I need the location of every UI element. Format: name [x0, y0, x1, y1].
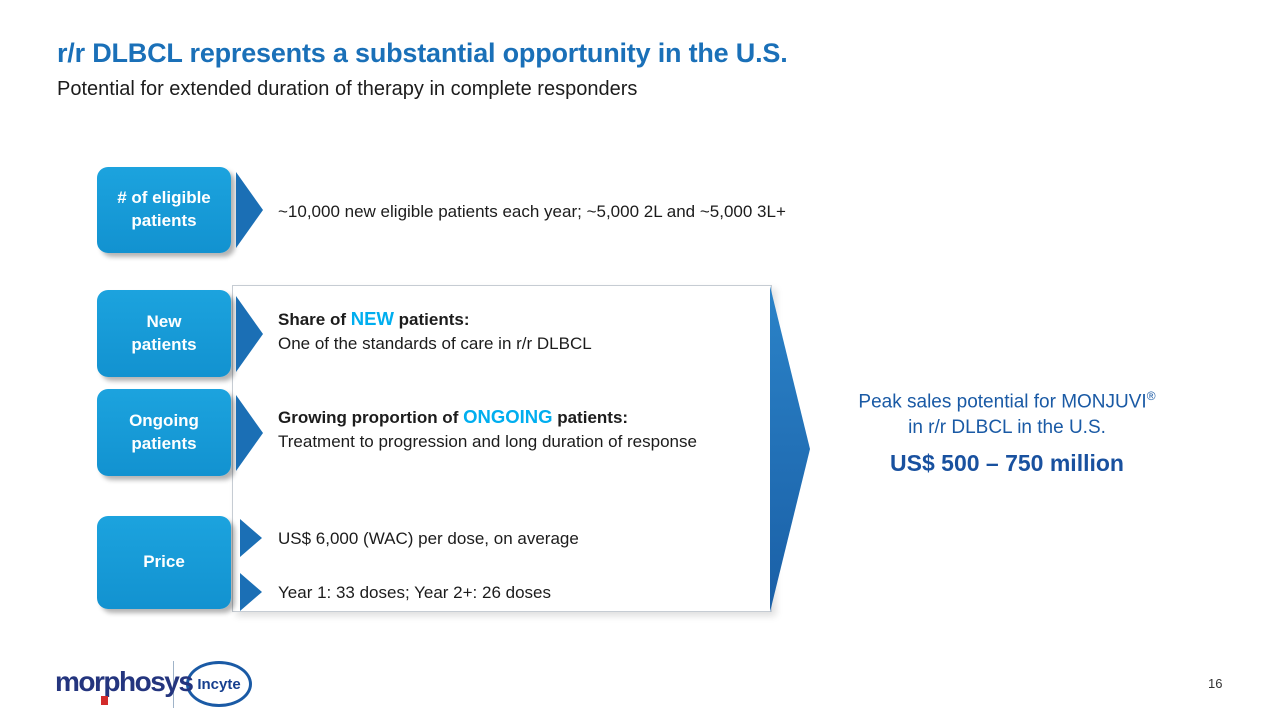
box-new-patients: New patients [97, 290, 231, 377]
chevron-right-icon [236, 172, 263, 248]
price-line2: Year 1: 33 doses; Year 2+: 26 doses [278, 583, 552, 602]
ongoing-patients-tail: patients: [552, 408, 629, 427]
page-title: r/r DLBCL represents a substantial oppor… [57, 38, 788, 68]
box-eligible-patients: # of eligible patients [97, 167, 231, 253]
registered-trademark: ® [1146, 389, 1156, 403]
new-patients-highlight: NEW [350, 308, 394, 329]
peak-sales-callout: Peak sales potential for MONJUVI® in r/r… [838, 383, 1176, 477]
new-patients-lead: Share of [278, 310, 351, 329]
ongoing-patients-lead: Growing proportion of [278, 408, 464, 427]
ongoing-patients-headline: Growing proportion of ONGOING patients: [278, 405, 758, 430]
morphosys-logo-accent [101, 696, 108, 705]
page-number: 16 [1208, 676, 1223, 691]
new-patients-text: Share of NEW patients: One of the standa… [278, 307, 753, 356]
new-patients-headline: Share of NEW patients: [278, 307, 753, 332]
box-price-label: Price [143, 552, 185, 572]
ongoing-patients-highlight: ONGOING [463, 406, 553, 427]
logo-divider [173, 661, 174, 708]
new-patients-tail: patients: [393, 310, 470, 329]
new-patients-desc: One of the standards of care in r/r DLBC… [278, 334, 592, 353]
morphosys-logo: morphosys [55, 666, 194, 697]
callout-value: US$ 500 – 750 million [890, 450, 1124, 477]
box-eligible-patients-label: # of eligible patients [117, 188, 211, 230]
ongoing-patients-desc: Treatment to progression and long durati… [278, 432, 697, 451]
summary-panel [232, 285, 772, 612]
callout-line1: Peak sales potential for MONJUVI® [838, 383, 1176, 415]
incyte-logo: Incyte [186, 661, 252, 707]
box-ongoing-patients: Ongoing patients [97, 389, 231, 476]
box-ongoing-patients-label: Ongoing patients [129, 410, 199, 453]
box-new-patients-label: New patients [131, 311, 197, 354]
callout-line2: in r/r DLBCL in the U.S. [908, 417, 1106, 439]
price-line1: US$ 6,000 (WAC) per dose, on average [278, 529, 579, 548]
ongoing-patients-text: Growing proportion of ONGOING patients: … [278, 405, 758, 454]
eligible-patients-text: ~10,000 new eligible patients each year;… [278, 202, 786, 221]
box-price: Price [97, 516, 231, 609]
subtitle: Potential for extended duration of thera… [57, 78, 638, 100]
big-arrow-right-icon [770, 286, 810, 612]
callout-line1-text: Peak sales potential for MONJUVI [858, 391, 1147, 413]
